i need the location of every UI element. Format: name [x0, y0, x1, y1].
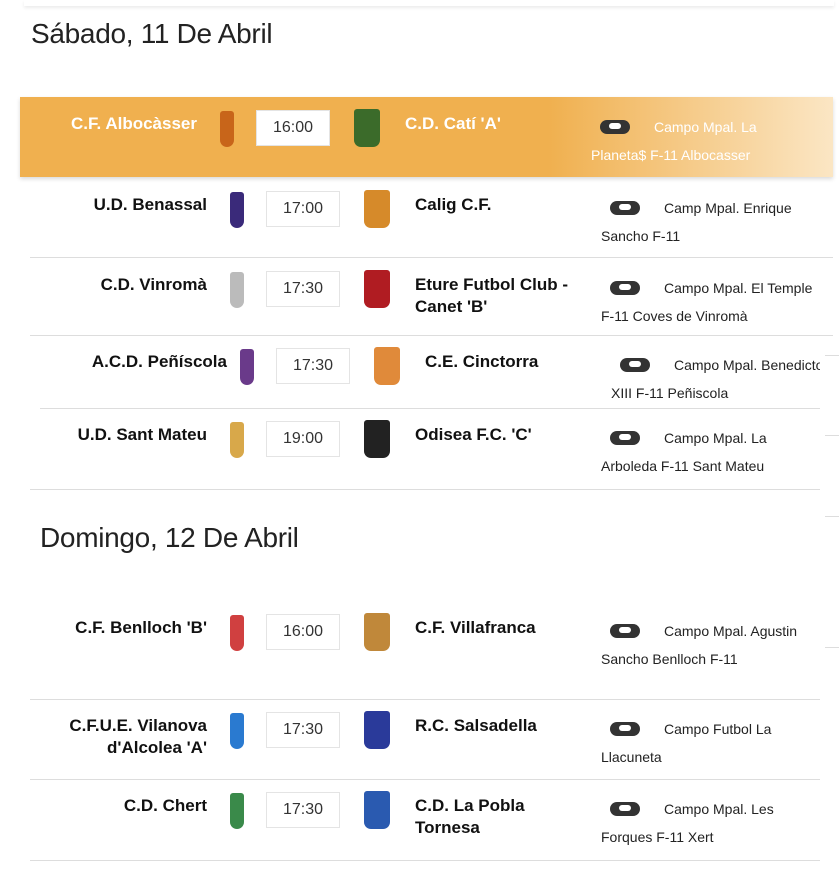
home-team[interactable]: C.F. Albocàsser [71, 114, 197, 133]
match-time: 17:00 [266, 191, 340, 227]
match-row[interactable]: C.F. Albocàsser 16:00 C.D. Catí 'A' Camp… [20, 97, 833, 177]
match-row[interactable]: C.F. Benlloch 'B' 16:00 C.F. Villafranca… [30, 601, 820, 700]
stadium-icon [610, 431, 640, 445]
home-crest-icon [230, 713, 244, 749]
home-team[interactable]: U.D. Sant Mateu [77, 425, 207, 444]
venue-name: Camp Mpal. Enrique Sancho F-11 [601, 200, 792, 244]
match-time: 17:30 [276, 348, 350, 384]
venue[interactable]: Campo Futbol La Llacuneta [601, 715, 816, 771]
away-crest-icon [364, 420, 390, 458]
home-team[interactable]: C.F. Benlloch 'B' [75, 618, 207, 637]
match-time: 19:00 [266, 421, 340, 457]
venue-name: Campo Mpal. La Arboleda F-11 Sant Mateu [601, 430, 767, 474]
away-team[interactable]: Calig C.F. [415, 195, 492, 214]
stadium-icon [610, 201, 640, 215]
away-team[interactable]: C.D. Catí 'A' [405, 114, 501, 133]
match-row[interactable]: A.C.D. Peñíscola 17:30 C.E. Cinctorra Ca… [40, 335, 820, 409]
home-crest-icon [240, 349, 254, 385]
away-crest-icon [364, 791, 390, 829]
venue-name: Campo Mpal. Agustin Sancho Benlloch F-11 [601, 623, 798, 667]
match-time: 16:00 [256, 110, 330, 146]
home-team[interactable]: C.F.U.E. Vilanova d'Alcolea 'A' [69, 716, 207, 757]
venue[interactable]: Campo Mpal. La Planeta$ F-11 Albocasser [591, 113, 806, 169]
divider [825, 516, 839, 517]
day-heading: Domingo, 12 De Abril [40, 522, 299, 553]
away-crest-icon [364, 711, 390, 749]
venue[interactable]: Campo Mpal. Agustin Sancho Benlloch F-11 [601, 617, 816, 673]
away-crest-icon [364, 270, 390, 308]
venue-name: Campo Mpal. La Planeta$ F-11 Albocasser [591, 119, 757, 163]
venue[interactable]: Campo Mpal. El Temple F-11 Coves de Vinr… [601, 274, 816, 330]
away-crest-icon [364, 190, 390, 228]
venue-name: Campo Mpal. Les Forques F-11 Xert [601, 801, 774, 845]
match-row[interactable]: U.D. Sant Mateu 19:00 Odisea F.C. 'C' Ca… [30, 408, 820, 490]
home-crest-icon [220, 111, 234, 147]
match-time: 16:00 [266, 614, 340, 650]
match-row[interactable]: U.D. Benassal 17:00 Calig C.F. Camp Mpal… [30, 178, 833, 258]
home-crest-icon [230, 422, 244, 458]
stadium-icon [610, 802, 640, 816]
match-time: 17:30 [266, 712, 340, 748]
venue[interactable]: Campo Mpal. Les Forques F-11 Xert [601, 795, 816, 851]
away-team[interactable]: R.C. Salsadella [415, 716, 537, 735]
away-team[interactable]: Eture Futbol Club - Canet 'B' [415, 275, 568, 316]
away-crest-icon [354, 109, 380, 147]
venue-name: Campo Mpal. Benedicto XIII F-11 Peñiscol… [611, 357, 820, 401]
home-team[interactable]: U.D. Benassal [93, 195, 207, 214]
venue-name: Campo Futbol La Llacuneta [601, 721, 772, 765]
match-row[interactable]: C.D. Vinromà 17:30 Eture Futbol Club - C… [30, 258, 833, 336]
venue-name: Campo Mpal. El Temple F-11 Coves de Vinr… [601, 280, 813, 324]
venue[interactable]: Campo Mpal. Benedicto XIII F-11 Peñiscol… [611, 351, 820, 407]
stadium-icon [620, 358, 650, 372]
away-team[interactable]: Odisea F.C. 'C' [415, 425, 532, 444]
stadium-icon [610, 722, 640, 736]
away-crest-icon [374, 347, 400, 385]
away-team[interactable]: C.E. Cinctorra [425, 352, 539, 371]
match-row[interactable]: C.D. Chert 17:30 C.D. La Pobla Tornesa C… [30, 779, 820, 861]
stadium-icon [610, 624, 640, 638]
away-crest-icon [364, 613, 390, 651]
match-row[interactable]: C.F.U.E. Vilanova d'Alcolea 'A' 17:30 R.… [30, 699, 820, 780]
home-team[interactable]: C.D. Vinromà [100, 275, 207, 294]
home-team[interactable]: C.D. Chert [123, 796, 207, 815]
away-team[interactable]: C.D. La Pobla Tornesa [415, 796, 525, 837]
venue[interactable]: Camp Mpal. Enrique Sancho F-11 [601, 194, 816, 250]
match-time: 17:30 [266, 271, 340, 307]
home-crest-icon [230, 793, 244, 829]
top-divider [24, 0, 834, 6]
divider [825, 647, 839, 648]
stadium-icon [600, 120, 630, 134]
match-time: 17:30 [266, 792, 340, 828]
divider [825, 355, 839, 356]
stadium-icon [610, 281, 640, 295]
away-team[interactable]: C.F. Villafranca [415, 618, 536, 637]
divider [825, 435, 839, 436]
venue[interactable]: Campo Mpal. La Arboleda F-11 Sant Mateu [601, 424, 816, 480]
home-crest-icon [230, 615, 244, 651]
home-crest-icon [230, 272, 244, 308]
home-team[interactable]: A.C.D. Peñíscola [91, 352, 227, 371]
day-heading: Sábado, 11 De Abril [31, 18, 273, 49]
home-crest-icon [230, 192, 244, 228]
